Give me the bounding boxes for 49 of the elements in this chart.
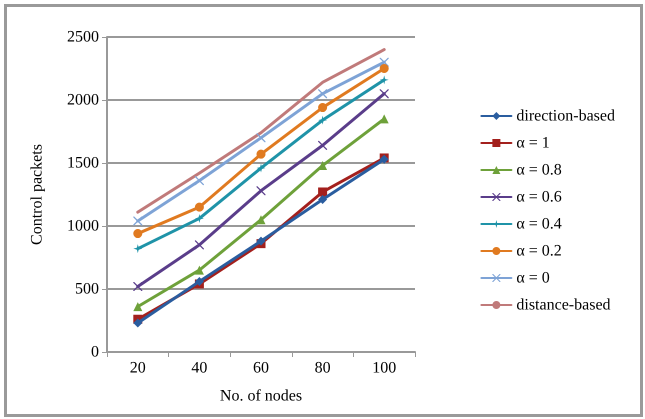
point: [194, 202, 204, 212]
y-tick-label: 2500: [67, 28, 99, 46]
point: [318, 116, 328, 125]
legend-label: α = 0: [516, 270, 550, 286]
point: [256, 133, 266, 142]
point: [380, 64, 389, 73]
x-tick-label: 100: [372, 360, 396, 376]
point: [318, 195, 328, 204]
legend-label: α = 0.2: [516, 242, 562, 260]
x-tick-label: 40: [191, 360, 208, 376]
point: [318, 89, 328, 98]
point: [194, 176, 204, 186]
x-tick-label: 80: [314, 360, 331, 376]
point: [194, 240, 204, 250]
y-tick-label: 500: [75, 280, 99, 298]
point: [318, 103, 328, 112]
point: [133, 216, 142, 226]
point: [194, 266, 204, 275]
point: [380, 114, 389, 124]
legend-label: distance-based: [516, 296, 611, 314]
point: [133, 244, 142, 254]
x-axis-title: No. of nodes: [220, 388, 302, 404]
point: [380, 89, 389, 98]
point: [133, 318, 142, 328]
point: [256, 150, 266, 159]
y-tick-label: 1500: [67, 154, 99, 172]
legend-label: α = 1: [516, 134, 550, 152]
point: [133, 302, 142, 312]
point: [256, 164, 266, 173]
legend-label: α = 0.6: [516, 188, 562, 206]
point: [133, 282, 142, 291]
legend-label: α = 0.8: [516, 162, 562, 178]
y-tick-label: 0: [91, 344, 99, 360]
legend-label: α = 0.4: [516, 216, 562, 232]
point: [256, 186, 266, 196]
y-axis-title: Control packets: [28, 144, 46, 245]
point: [256, 236, 266, 246]
legend-label: direction-based: [516, 108, 615, 124]
point: [133, 229, 142, 238]
point: [380, 75, 389, 84]
y-tick-label: 2000: [67, 92, 99, 108]
y-tick-label: 1000: [67, 218, 99, 234]
x-tick-label: 20: [130, 360, 146, 376]
point: [194, 276, 204, 286]
point: [318, 140, 328, 150]
point: [318, 187, 328, 196]
x-tick-label: 60: [253, 360, 269, 376]
point: [194, 214, 204, 223]
point: [256, 215, 266, 224]
